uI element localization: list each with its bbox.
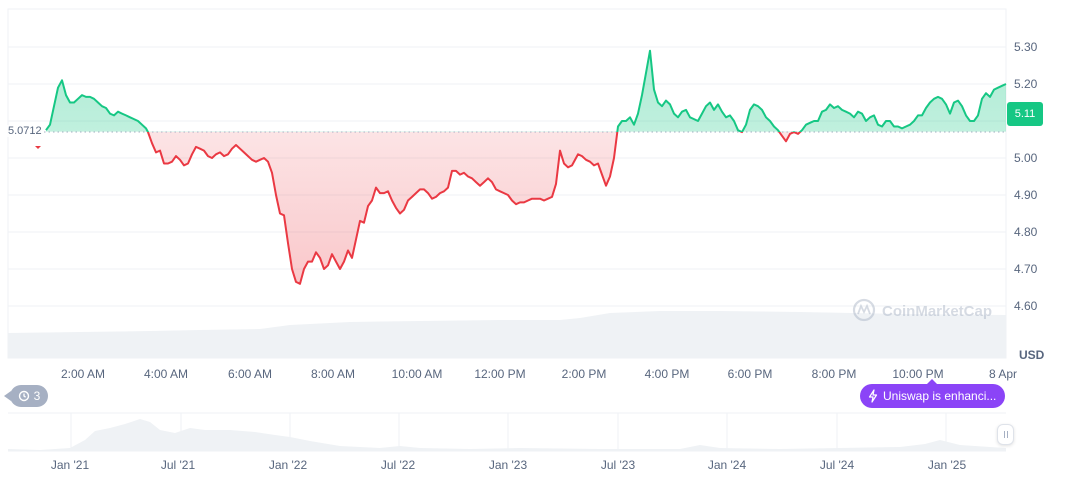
x-axis: 2:00 AM 4:00 AM 6:00 AM 8:00 AM 10:00 AM 12:0… bbox=[61, 367, 1017, 381]
x-tick-label: 4:00 AM bbox=[144, 367, 188, 381]
navigator-tick-label: Jan '25 bbox=[928, 458, 967, 472]
x-tick-label: 2:00 PM bbox=[562, 367, 607, 381]
volume-bars bbox=[8, 311, 1006, 358]
coinmarketcap-logo-icon bbox=[852, 298, 876, 322]
watermark-text: CoinMarketCap bbox=[882, 303, 992, 320]
x-tick-label: 6:00 PM bbox=[728, 367, 773, 381]
baseline-value-label: 5.0712 bbox=[6, 125, 44, 137]
navigator-tick-label: Jul '21 bbox=[161, 458, 196, 472]
history-count: 3 bbox=[33, 389, 41, 403]
x-tick-label: 8:00 AM bbox=[311, 367, 355, 381]
x-tick-label: 6:00 AM bbox=[228, 367, 272, 381]
y-tick-label: 5.20 bbox=[1014, 77, 1038, 91]
history-clock-icon bbox=[18, 390, 29, 402]
news-pill-text: Uniswap is enhanci... bbox=[883, 389, 997, 403]
navigator-tick-label: Jul '24 bbox=[820, 458, 855, 472]
y-axis: 5.305.205.105.004.904.804.704.60 bbox=[1014, 40, 1038, 313]
y-tick-label: 5.30 bbox=[1014, 40, 1038, 54]
y-tick-label: 4.70 bbox=[1014, 262, 1038, 276]
x-tick-label: 2:00 AM bbox=[61, 367, 105, 381]
y-tick-label: 4.60 bbox=[1014, 299, 1038, 313]
current-price-tag: 5.11 bbox=[1007, 102, 1043, 126]
y-tick-label: 4.90 bbox=[1014, 188, 1038, 202]
news-event-pill[interactable]: Uniswap is enhanci... bbox=[860, 379, 1005, 408]
navigator-tick-label: Jul '22 bbox=[381, 458, 416, 472]
x-tick-label: 8:00 PM bbox=[812, 367, 857, 381]
x-tick-label: 4:00 PM bbox=[645, 367, 690, 381]
navigator-tick-label: Jan '21 bbox=[51, 458, 90, 472]
navigator-tick-label: Jan '22 bbox=[269, 458, 308, 472]
navigator-range-handle[interactable] bbox=[997, 424, 1014, 445]
price-area bbox=[46, 50, 1006, 284]
navigator-tick-label: Jul '23 bbox=[601, 458, 636, 472]
price-line bbox=[35, 49, 1007, 285]
x-tick-label: 12:00 PM bbox=[474, 367, 525, 381]
navigator-tick-label: Jan '24 bbox=[708, 458, 747, 472]
x-tick-label: 10:00 PM bbox=[892, 367, 943, 381]
navigator[interactable]: Jan '21 Jul '21 Jan '22 Jul '22 Jan '23 Jul '… bbox=[8, 413, 1006, 472]
history-badge[interactable]: 3 bbox=[4, 385, 48, 407]
lightning-icon bbox=[868, 389, 878, 403]
y-tick-label: 5.00 bbox=[1014, 151, 1038, 165]
x-tick-label: 8 Apr bbox=[989, 367, 1017, 381]
navigator-tick-label: Jan '23 bbox=[489, 458, 528, 472]
coinmarketcap-watermark: CoinMarketCap bbox=[852, 298, 992, 322]
y-tick-label: 4.80 bbox=[1014, 225, 1038, 239]
currency-label: USD bbox=[1019, 348, 1045, 362]
x-tick-label: 10:00 AM bbox=[392, 367, 443, 381]
